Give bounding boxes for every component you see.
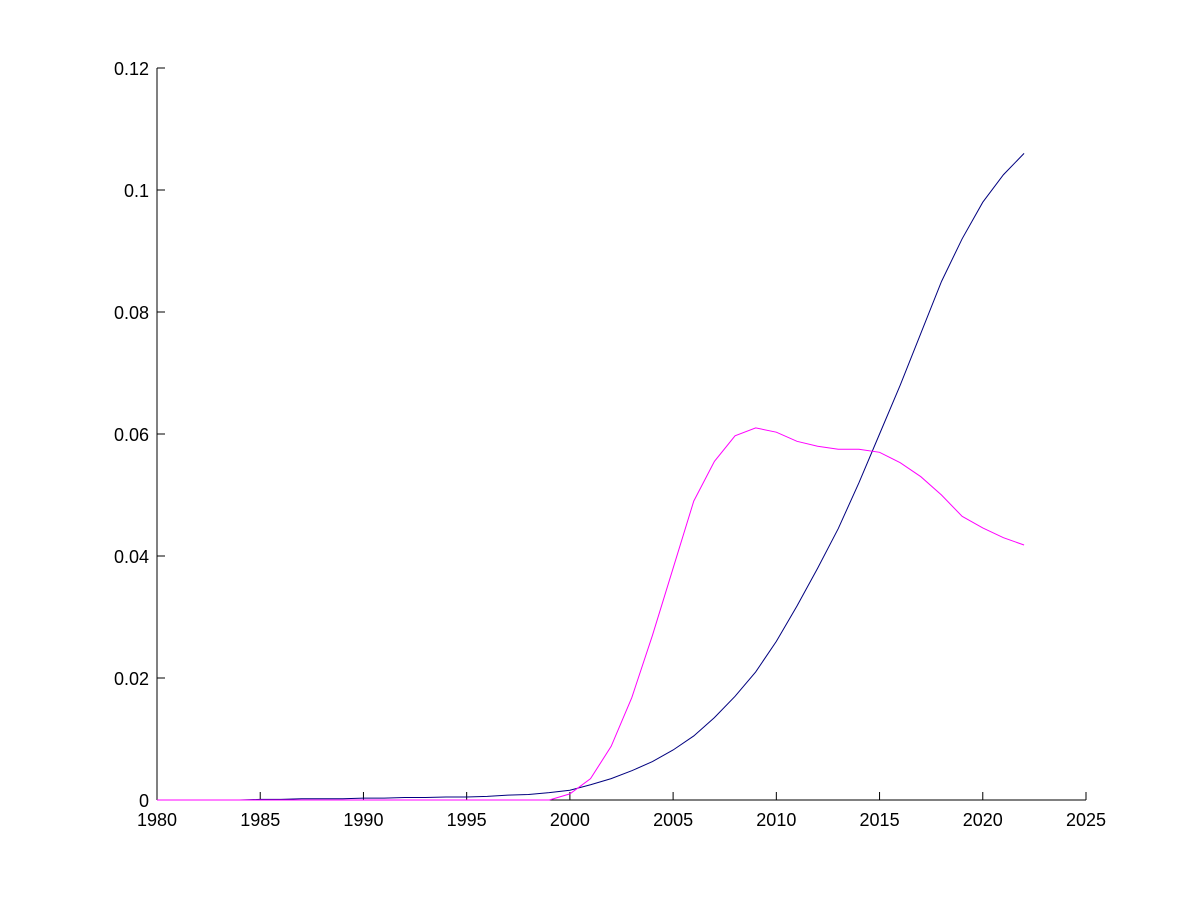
- x-tick-label: 1990: [343, 810, 383, 830]
- y-tick-label: 0.08: [114, 303, 149, 323]
- y-tick-label: 0: [139, 791, 149, 811]
- y-tick-label: 0.1: [124, 181, 149, 201]
- x-tick-label: 1995: [447, 810, 487, 830]
- y-tick-label: 0.12: [114, 59, 149, 79]
- x-tick-label: 2000: [550, 810, 590, 830]
- x-tick-label: 1985: [240, 810, 280, 830]
- x-tick-label: 2005: [653, 810, 693, 830]
- x-tick-label: 2025: [1066, 810, 1106, 830]
- y-tick-label: 0.06: [114, 425, 149, 445]
- line-series: [157, 427, 1025, 801]
- line-series: [157, 153, 1025, 801]
- x-tick-label: 1980: [137, 810, 177, 830]
- x-tick-label: 2010: [756, 810, 796, 830]
- y-tick-label: 0.04: [114, 547, 149, 567]
- x-tick-label: 2020: [963, 810, 1003, 830]
- y-tick-label: 0.02: [114, 669, 149, 689]
- x-tick-label: 2015: [860, 810, 900, 830]
